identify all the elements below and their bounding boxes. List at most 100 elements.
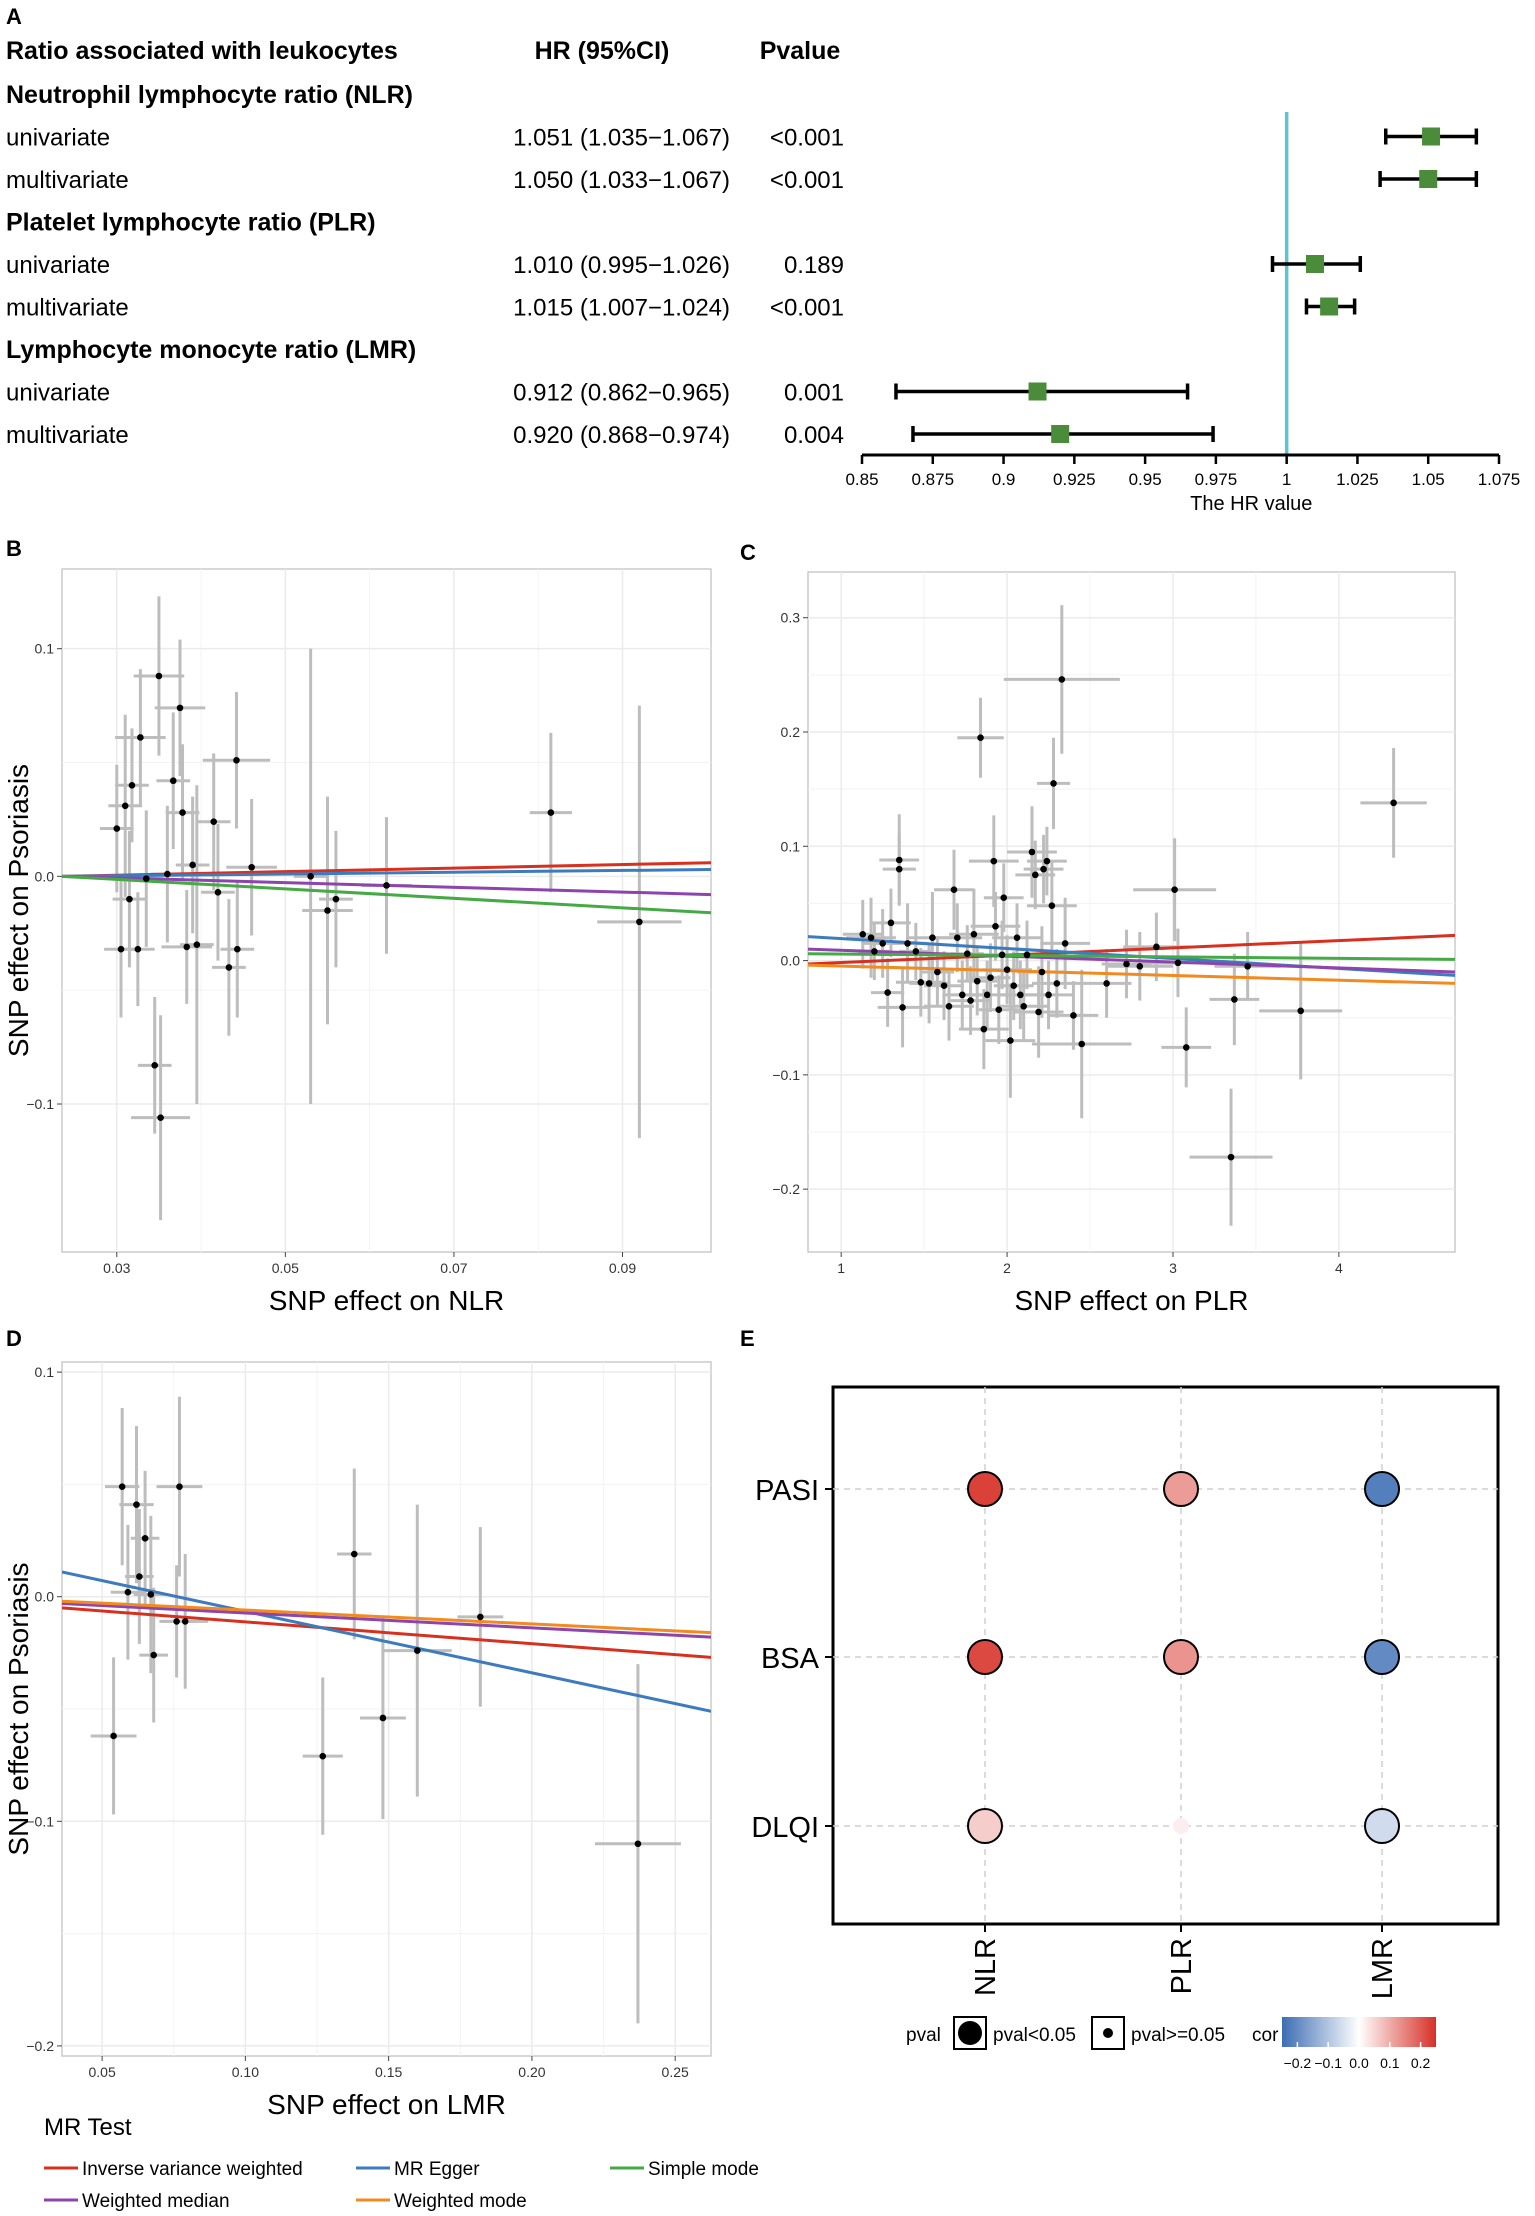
snp-point [950,886,958,894]
forest-x-tick-label: 1.075 [1478,470,1521,489]
forest-x-tick-label: 0.95 [1129,470,1162,489]
heatmap-row-label: DLQI [751,1812,819,1844]
x-tick-label: 3 [1169,1260,1177,1276]
snp-point [1390,799,1397,807]
forest-x-tick-label: 0.875 [912,470,955,489]
snp-point [176,1483,183,1490]
pval-nonsig-label: pval>=0.05 [1131,2025,1225,2046]
snp-point [1035,1008,1042,1016]
scatter-plr: 1 2 3 4 −0.2 −0.1 0.0 0.1 0.2 0.3 SNP effect on PL… [772,571,1456,1316]
forest-row-hr: 0.920 (0.868−0.974) [513,422,730,449]
snp-point [867,934,875,942]
pval-nonsig-key-box [1091,2016,1125,2050]
snp-point [134,945,142,953]
snp-point [1043,857,1051,865]
snp-point [998,951,1006,959]
snp-point [173,1618,180,1625]
heatmap-cell-pasi-nlr [967,1471,1003,1507]
forest-row-label: multivariate [6,422,129,449]
snp-point [940,982,948,990]
x-tick-label: 0.15 [375,2064,402,2080]
panel-label-a: A [6,4,22,29]
snp-point [118,1483,126,1490]
forest-row-pvalue: 0.189 [784,252,844,279]
snp-point [1058,676,1066,683]
forest-hr-marker [1320,297,1339,316]
snp-point [1007,1037,1014,1044]
heatmap-cell-pasi-plr [1163,1471,1199,1507]
heatmap-cell-bsa-nlr [967,1639,1003,1675]
mr-line-simple-mode [62,874,711,915]
snp-point [983,991,991,999]
mr-legend-label: MR Egger [394,2159,480,2180]
snp-point [1171,886,1178,894]
snp-point [1010,982,1018,990]
snp-point [912,948,920,955]
snp-point [945,1002,953,1010]
snp-point [1136,962,1144,970]
forest-row-hr: 1.051 (1.035−1.067) [513,125,730,152]
heatmap-cell-bsa-plr [1163,1639,1199,1675]
x-axis-title: SNP effect on NLR [269,1285,505,1316]
snp-point [379,1714,387,1722]
snp-point [147,1591,155,1598]
forest-x-tick-label: 0.9 [992,470,1016,489]
forest-group-heading: Neutrophil lymphocyte ratio (NLR) [6,81,413,109]
snp-point [1003,966,1011,974]
snp-point [121,802,129,810]
snp-point [214,888,222,896]
snp-point [995,1006,1003,1014]
x-axis-title: SNP effect on LMR [267,2089,506,2120]
mr-legend-title: MR Test [44,2114,132,2141]
x-tick-label: 0.25 [662,2064,689,2080]
snp-point [248,863,255,871]
panel-label-b: B [6,536,22,561]
snp-point [1050,780,1057,787]
scatter-nlr: 0.03 0.05 0.07 0.09 −0.1 0.0 0.1 SNP effect on … [3,568,712,1316]
snp-point [1078,1040,1086,1048]
snp-point [1070,1012,1077,1019]
x-tick-label: 0.03 [103,1260,130,1276]
snp-point [137,734,144,741]
forest-header-group: Ratio associated with leukocytes [6,37,398,65]
mr-test-legend: MR Test Inverse variance weighted MR Egge… [44,2114,759,2212]
heatmap-row-label: BSA [761,1643,820,1675]
y-tick-label: 0.1 [781,838,801,854]
snp-point [954,934,961,942]
forest-row-pvalue: <0.001 [770,167,844,194]
y-tick-label: 0.0 [35,868,55,884]
x-axis-title: SNP effect on PLR [1015,1285,1249,1316]
x-tick-label: 0.07 [440,1260,467,1276]
snp-point [895,865,903,873]
mr-legend-label: Weighted median [82,2191,230,2212]
y-tick-label: −0.2 [772,1181,800,1197]
forest-row-pvalue: <0.001 [770,295,844,322]
snp-point [477,1613,484,1621]
forest-hr-marker [1422,127,1441,146]
forest-row-label: multivariate [6,295,129,322]
forest-x-tick-label: 1.05 [1412,470,1445,489]
forest-x-tick-label: 0.85 [845,470,878,489]
snp-point [871,948,878,955]
snp-point [155,672,163,680]
snp-point [879,940,886,947]
snp-point [1123,960,1130,968]
heatmap-row-label: PASI [755,1475,819,1507]
forest-hr-marker [1305,255,1324,273]
heatmap-cell-bsa-lmr [1364,1639,1400,1675]
snp-point [324,907,331,914]
plot-panel [807,571,1456,1253]
snp-point [113,825,121,832]
mr-line-weighted-mode [62,1599,711,1635]
snp-point [1103,980,1110,987]
mr-line-weighted-median [62,1601,711,1639]
plot-content [808,605,1455,1226]
snp-point [990,857,998,865]
cor-colorbar-tick-label: −0.2 [1284,2055,1312,2071]
snp-point [225,964,233,971]
mr-legend-label: Weighted mode [394,2191,527,2212]
x-tick-label: 4 [1335,1260,1343,1276]
panel-label-d: D [6,1326,22,1351]
pval-sig-label: pval<0.05 [993,2025,1076,2046]
snp-point [110,1732,117,1740]
